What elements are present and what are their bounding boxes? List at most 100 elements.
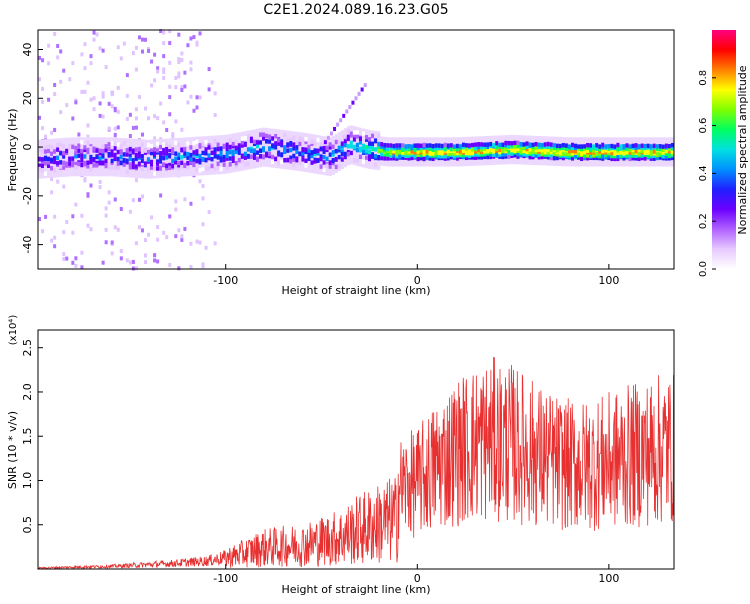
heatmap-halo-cell [153, 139, 157, 179]
heatmap-cell [437, 143, 441, 148]
heatmap-cell [407, 144, 411, 149]
heatmap-noise-cell [213, 113, 217, 118]
heatmap-noise-cell [144, 253, 148, 258]
heatmap-cell [449, 143, 453, 148]
heatmap-noise-cell [174, 85, 178, 90]
heatmap-cell [292, 142, 296, 147]
heatmap-cell [501, 142, 505, 147]
heatmap-cell [213, 154, 217, 159]
heatmap-cell [71, 162, 75, 168]
heatmap-cell [328, 152, 332, 157]
heatmap-noise-cell [156, 69, 160, 74]
heatmap-cell [216, 161, 220, 166]
heatmap-cell [670, 149, 675, 154]
heatmap-cell [231, 144, 235, 149]
heatmap-noise-cell [110, 251, 114, 256]
heatmap-cell [201, 166, 205, 172]
spectrogram-cells [37, 29, 675, 271]
heatmap-cell [452, 144, 457, 149]
heatmap-noise-cell [125, 116, 129, 121]
heatmap-cell [513, 148, 517, 153]
heatmap-cell [240, 143, 245, 148]
heatmap-cell [243, 135, 248, 141]
snr-series-line [37, 356, 675, 570]
heatmap-cell [374, 154, 378, 159]
heatmap-noise-cell [56, 44, 60, 49]
heatmap-cell [392, 148, 396, 154]
heatmap-noise-cell [137, 35, 141, 40]
heatmap-noise-cell [140, 194, 144, 199]
heatmap-cell [365, 135, 369, 140]
heatmap-cell [259, 148, 263, 153]
heatmap-cell [631, 147, 635, 153]
heatmap-noise-cell [74, 263, 78, 268]
heatmap-noise-cell [56, 179, 60, 184]
heatmap-cell [610, 156, 614, 162]
heatmap-cell [589, 154, 593, 159]
heatmap-cell [543, 147, 547, 152]
heatmap-cell [434, 146, 438, 151]
heatmap-cell [570, 145, 575, 151]
heatmap-cell [59, 164, 63, 169]
heatmap-noise-cell [144, 106, 148, 111]
heatmap-halo-cell [122, 138, 126, 178]
heatmap-noise-cell [153, 78, 157, 83]
heatmap-streak-cell [351, 100, 355, 105]
heatmap-cell [331, 152, 335, 157]
heatmap-noise-cell [47, 43, 51, 48]
heatmap-noise-cell [195, 40, 199, 45]
heatmap-noise-cell [162, 67, 166, 72]
heatmap-noise-cell [41, 99, 45, 104]
heatmap-cell [56, 147, 60, 152]
heatmap-cell [607, 153, 611, 159]
heatmap-halo-cell [104, 137, 108, 177]
heatmap-cell [304, 147, 308, 152]
heatmap-cell [268, 134, 272, 139]
heatmap-cell [159, 155, 163, 160]
heatmap-cell [368, 141, 372, 146]
heatmap-cell [386, 143, 390, 148]
heatmap-cell [437, 145, 441, 151]
heatmap-cell [667, 143, 672, 149]
heatmap-cell [567, 148, 572, 154]
heatmap-cell [661, 150, 665, 155]
heatmap-noise-cell [165, 235, 169, 240]
heatmap-cell [543, 142, 547, 147]
heatmap-noise-cell [168, 112, 172, 117]
heatmap-cell [486, 149, 490, 154]
heatmap-cell [480, 145, 484, 150]
heatmap-noise-cell [122, 41, 126, 46]
heatmap-noise-cell [50, 177, 54, 182]
heatmap-cell [392, 156, 396, 161]
heatmap-cell [168, 144, 172, 149]
heatmap-cell [564, 146, 569, 152]
spectrogram-frame [37, 29, 675, 270]
heatmap-cell [534, 141, 538, 147]
heatmap-noise-cell [156, 66, 160, 71]
heatmap-cell [240, 136, 245, 141]
heatmap-cell [186, 141, 190, 146]
heatmap-cell [307, 152, 311, 157]
heatmap-noise-cell [131, 51, 135, 56]
heatmap-noise-cell [71, 116, 75, 121]
heatmap-noise-cell [144, 37, 148, 42]
heatmap-cell [577, 150, 581, 156]
heatmap-cell [80, 162, 84, 168]
heatmap-cell [310, 139, 314, 144]
spectrogram-y-label: Frequency (Hz) [6, 109, 19, 192]
heatmap-cell [222, 162, 226, 167]
heatmap-cell [619, 153, 623, 158]
heatmap-cell [213, 138, 217, 144]
heatmap-noise-cell [140, 132, 144, 137]
heatmap-cell [86, 160, 90, 165]
heatmap-cell [534, 150, 538, 155]
heatmap-noise-cell [180, 127, 184, 132]
heatmap-noise-cell [74, 100, 78, 105]
heatmap-noise-cell [137, 225, 141, 230]
heatmap-cell [119, 160, 123, 165]
heatmap-cell [389, 148, 393, 154]
heatmap-cell [377, 155, 381, 161]
heatmap-cell [525, 146, 529, 152]
heatmap-cell [361, 143, 366, 149]
heatmap-cell [277, 150, 281, 155]
